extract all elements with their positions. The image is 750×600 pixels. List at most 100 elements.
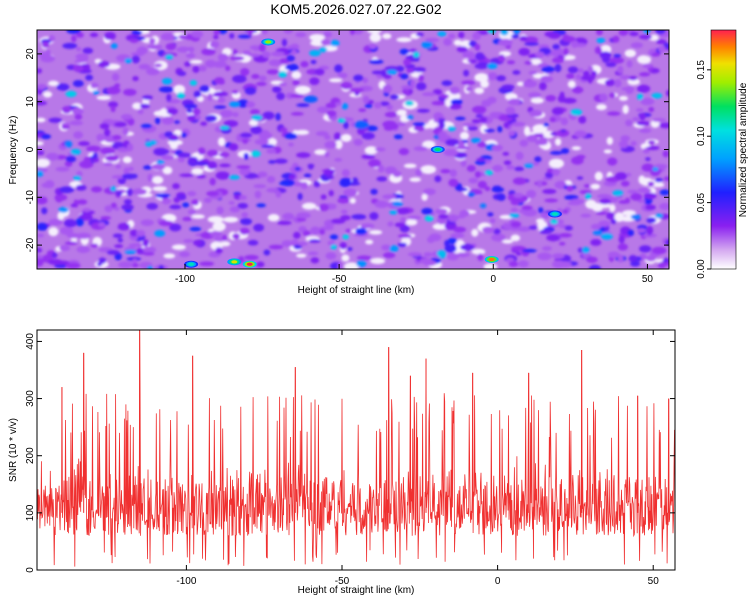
speckle-blob (505, 106, 516, 115)
speckle-blob (544, 198, 559, 203)
speckle-blob (479, 203, 487, 209)
speckle-blob (606, 111, 621, 116)
speckle-blob (550, 219, 559, 225)
speckle-blob (106, 86, 121, 95)
speckle-blob (539, 82, 547, 91)
speckle-blob (590, 239, 602, 246)
speckle-blob (79, 160, 94, 169)
speckle-blob (237, 202, 249, 209)
speckle-blob (636, 84, 651, 93)
speckle-blob (503, 160, 512, 166)
speckle-blob (275, 112, 281, 121)
speckle-blob (587, 65, 594, 73)
speckle-gap (163, 253, 176, 259)
speckle-blob (310, 226, 321, 235)
speckle-gap (294, 85, 311, 95)
speckle-blob (573, 43, 587, 48)
speckle-blob (639, 112, 646, 121)
x-tick-label: -50 (332, 274, 347, 285)
speckle-blob (396, 207, 410, 215)
speckle-blob (201, 48, 216, 56)
speckle-blob (154, 63, 163, 68)
speckle-blob (230, 55, 245, 61)
speckle-blob (91, 157, 100, 163)
speckle-blob (665, 89, 669, 97)
speckle-blob (123, 167, 130, 176)
speckle-blob (471, 119, 481, 124)
speckle-gap (162, 166, 173, 175)
speckle-blob (37, 83, 47, 90)
speckle-blob (199, 85, 210, 93)
speckle-gap (637, 55, 650, 64)
speckle-blob (229, 206, 241, 213)
speckle-blob (456, 46, 468, 53)
speckle-blob (596, 37, 606, 44)
speckle-blob (221, 234, 228, 241)
speckle-blob (271, 51, 285, 57)
speckle-blob (105, 154, 119, 162)
speckle-blob (599, 198, 611, 205)
speckle-gap (421, 193, 428, 201)
speckle-blob (397, 242, 407, 247)
speckle-blob (443, 148, 459, 157)
speckle-blob (502, 151, 510, 156)
speckle-blob (484, 186, 491, 192)
speckle-blob (658, 45, 666, 53)
speckle-blob (303, 95, 318, 103)
speckle-blob (427, 236, 435, 244)
speckle-blob (71, 107, 84, 115)
speckle-blob (477, 180, 487, 189)
speckle-blob (337, 118, 346, 123)
speckle-gap (291, 71, 302, 79)
speckle-blob (365, 125, 378, 132)
y-tick-label: -10 (25, 190, 36, 205)
speckle-blob (618, 30, 629, 36)
speckle-blob (487, 72, 498, 81)
speckle-blob (249, 108, 260, 115)
speckle-blob (609, 57, 625, 64)
speckle-blob (546, 234, 561, 242)
speckle-blob (247, 239, 259, 246)
speckle-blob (645, 157, 651, 162)
speckle-blob (215, 247, 223, 254)
speckle-gap (248, 119, 259, 127)
speckle-blob (400, 85, 416, 90)
speckle-blob (259, 75, 267, 82)
speckle-blob (646, 145, 660, 151)
speckle-blob (139, 103, 150, 109)
speckle-blob (187, 46, 195, 53)
speckle-blob (283, 30, 294, 34)
speckle-gap (403, 163, 417, 169)
speckle-blob (610, 218, 617, 225)
speckle-blob (558, 232, 573, 238)
speckle-blob (282, 212, 295, 221)
speckle-blob (353, 74, 364, 82)
speckle-blob (115, 191, 123, 196)
speckle-blob (37, 254, 44, 260)
speckle-blob (598, 220, 611, 227)
speckle-blob (114, 83, 121, 88)
speckle-blob (131, 30, 143, 35)
speckle-blob (470, 59, 477, 64)
colorbar-tick-label: 0.00 (696, 259, 707, 279)
speckle-blob (435, 208, 448, 215)
speckle-blob (266, 69, 279, 75)
speckle-blob (351, 214, 367, 220)
speckle-blob (580, 213, 592, 218)
speckle-blob (117, 222, 131, 231)
speckle-blob (364, 103, 373, 109)
speckle-blob (625, 119, 633, 127)
speckle-blob (493, 228, 501, 235)
speckle-blob (423, 252, 433, 258)
speckle-blob (496, 193, 506, 202)
speckle-blob (333, 132, 341, 141)
speckle-blob (528, 92, 542, 98)
speckle-blob (71, 34, 77, 43)
speckle-blob (307, 251, 319, 256)
speckle-blob (70, 203, 77, 208)
speckle-blob (228, 175, 240, 180)
speckle-blob (566, 184, 574, 192)
x-tick-label: 0 (495, 576, 501, 587)
speckle-blob (177, 71, 187, 77)
speckle-blob (472, 31, 481, 41)
